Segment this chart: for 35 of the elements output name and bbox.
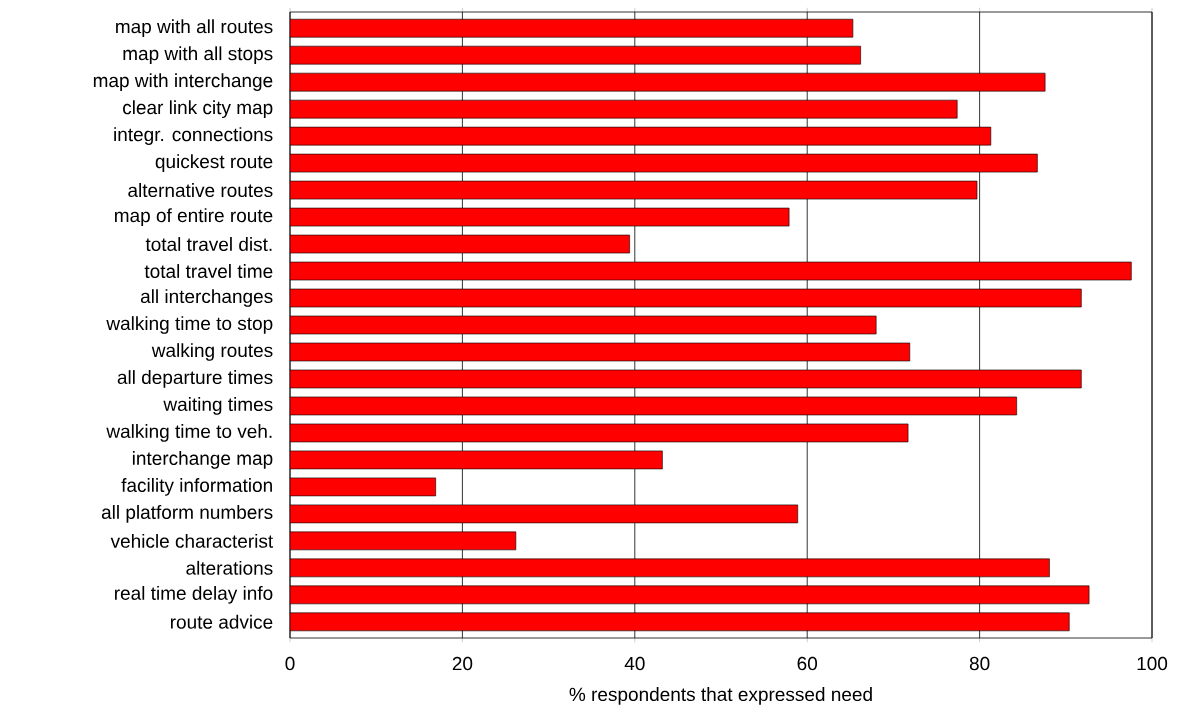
bar [290,18,854,38]
y-tick-label: alternative routes [128,183,273,198]
y-tick-label: facility information [121,478,272,496]
y-tick-label: map with all stops [123,46,273,65]
y-tick-label: map with all routes [116,19,273,38]
y-tick-label: walking routes [151,343,273,361]
y-tick-label: total travel dist. [145,237,272,252]
y-tick-label: interchange map [132,451,273,469]
y-tick-label: total travel time [144,264,273,279]
y-tick-label: walking time to stop [106,316,273,334]
y-tick-label: vehicle characterist [110,533,274,548]
x-axis-title: % respondents that expressed need [569,687,872,705]
y-tick-label: route advice [170,614,273,629]
bar [290,585,1090,605]
y-tick-label: map with interchange [93,73,273,92]
y-tick-label: all departure times [117,370,273,388]
x-tick-label: 80 [969,656,990,671]
bar [290,72,1046,92]
y-tick-label: walking time to veh. [106,424,272,442]
y-tick-label: integr. connections [114,127,273,145]
bar [290,45,861,65]
y-tick-label: real time delay info [115,585,273,604]
y-tick-label: all platform numbers [101,505,273,523]
y-tick-label: clear link city map [123,100,273,118]
y-tick-label: quickest route [155,154,273,172]
y-tick-label: all interchanges [140,289,273,307]
x-tick-label: 40 [624,656,645,671]
x-tick-label: 60 [797,656,818,671]
y-tick-label: map of entire route [115,208,273,226]
x-tick-label: 100 [1137,656,1168,671]
y-tick-label: alterations [186,560,273,575]
bar [290,612,1070,632]
y-tick-label: waiting times [163,397,273,415]
x-tick-label: 20 [452,656,473,671]
x-tick-label: 0 [285,656,295,671]
